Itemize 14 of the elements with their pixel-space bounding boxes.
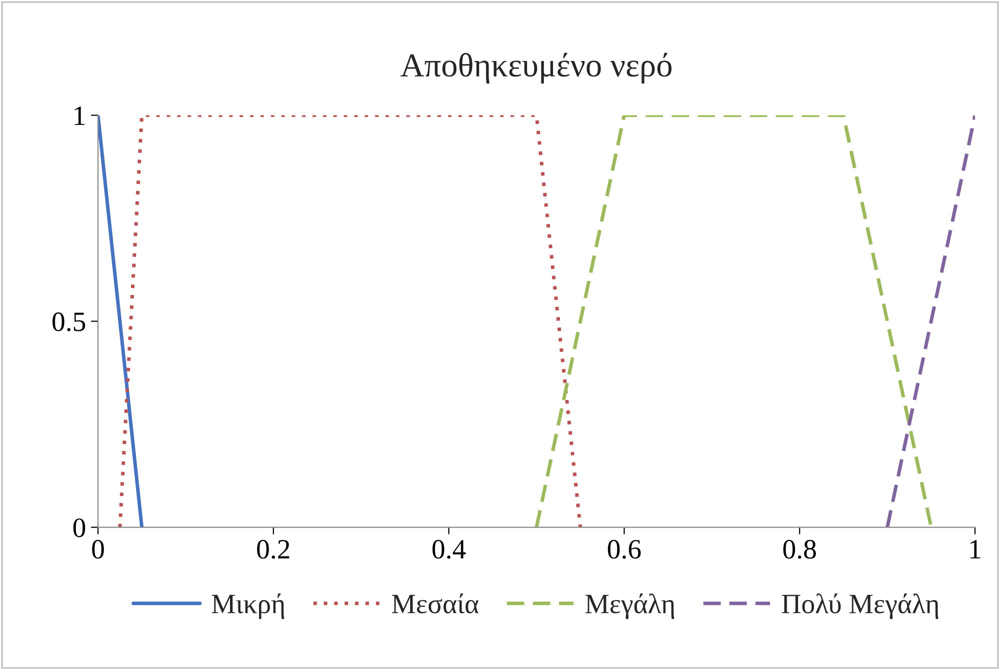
legend-label: Μικρή xyxy=(212,593,284,619)
y-tick-label: 1 xyxy=(74,106,85,125)
x-tick-label: 0 xyxy=(92,540,104,559)
x-tick-label: 0.8 xyxy=(783,540,816,559)
x-tick-label: 0.2 xyxy=(257,540,290,559)
x-tick-label: 1 xyxy=(970,540,980,558)
y-tick-label: 0.5 xyxy=(52,312,86,332)
chart-title: Αποθηκευμένο νερό xyxy=(400,52,672,84)
y-tick-label: 0 xyxy=(73,518,86,538)
legend-label: Μεσαία xyxy=(392,593,478,614)
legend-label: Πολύ Μεγάλη xyxy=(782,593,938,619)
x-tick-label: 0.4 xyxy=(432,540,466,559)
legend-label: Μεγάλη xyxy=(585,593,674,619)
x-tick-label: 0.6 xyxy=(608,540,641,559)
